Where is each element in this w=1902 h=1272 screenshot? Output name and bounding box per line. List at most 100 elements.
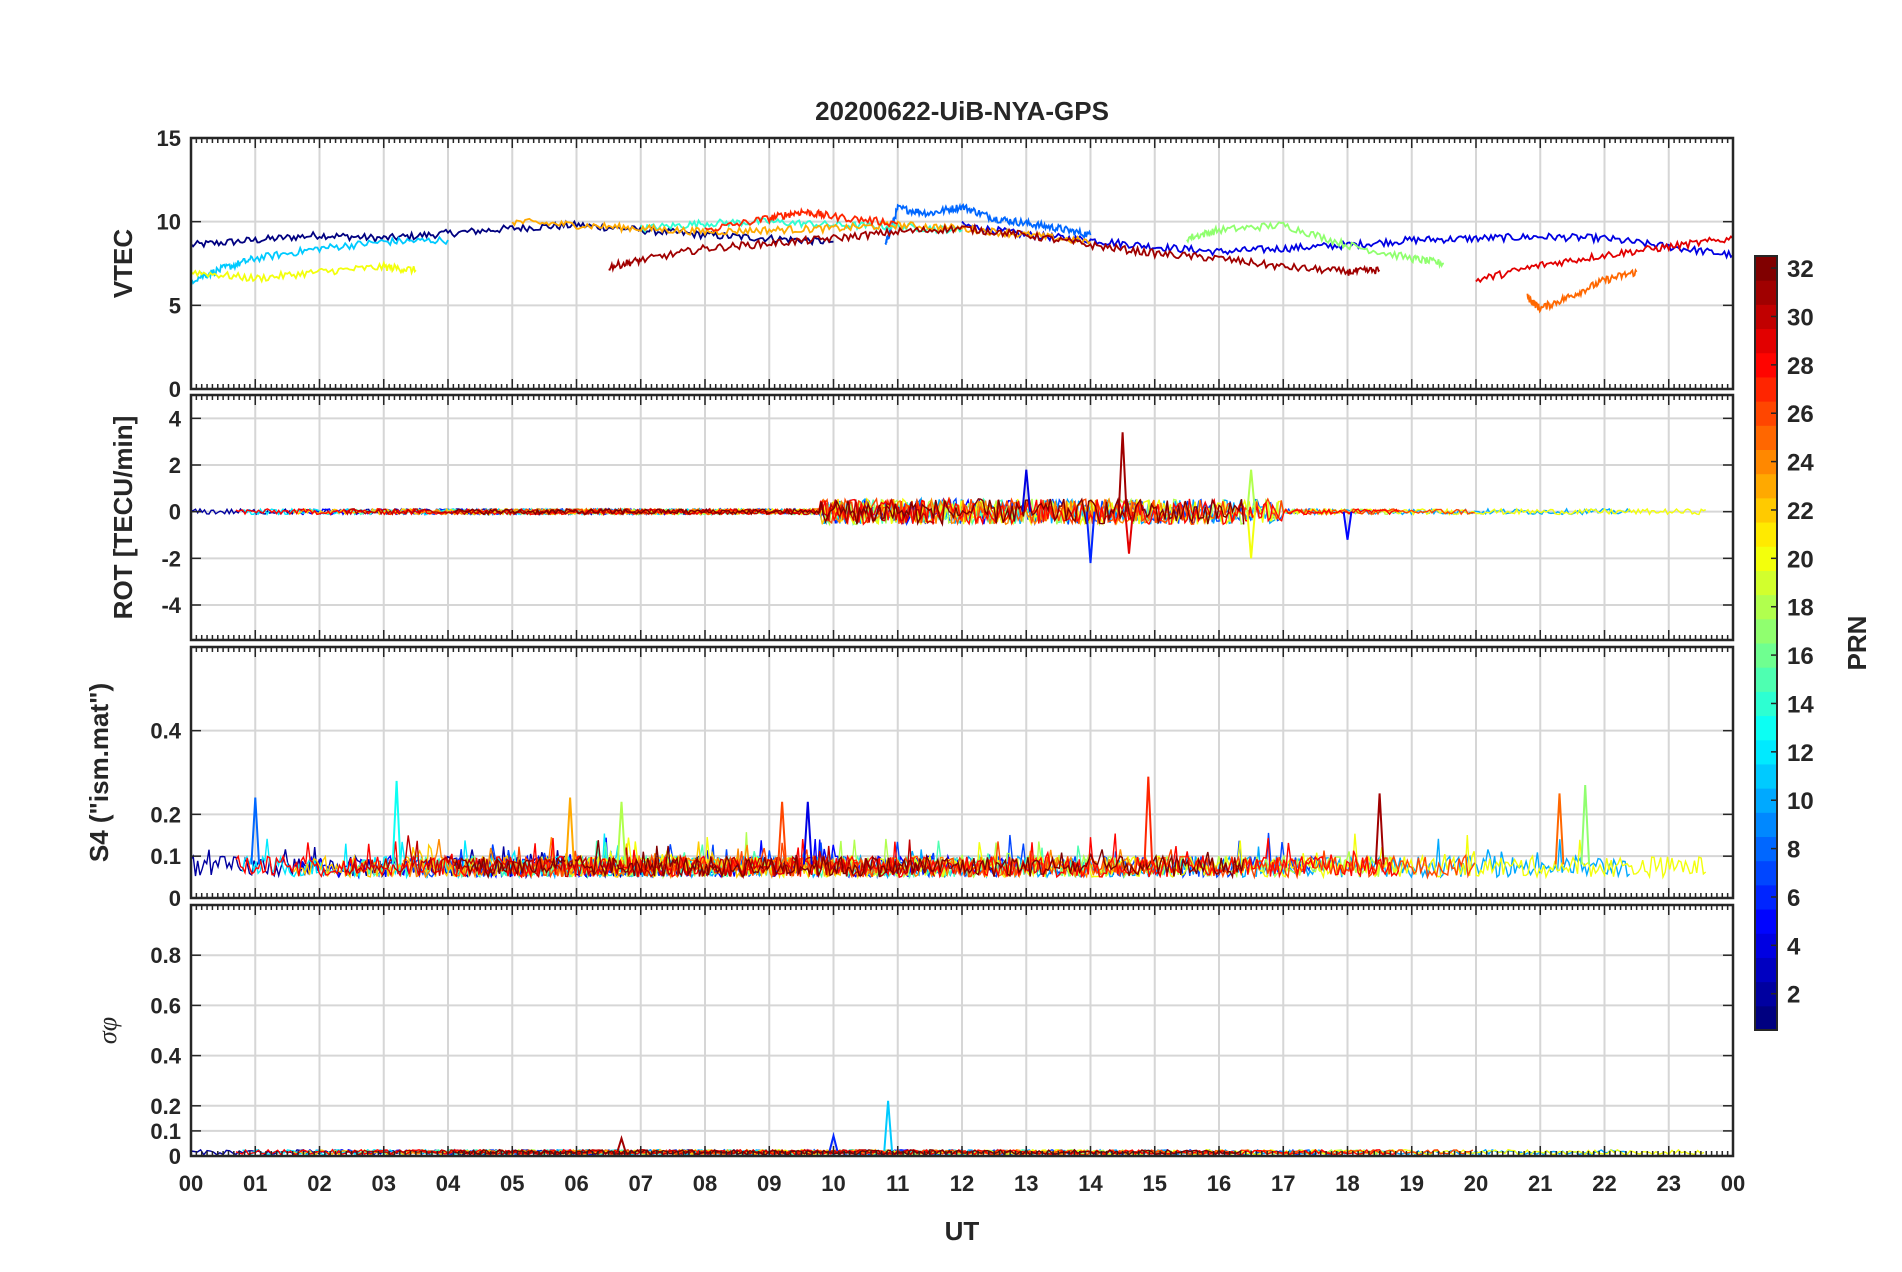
colorbar-band	[1755, 715, 1777, 741]
series-line-prn-11	[191, 235, 449, 285]
x-tick-label: 23	[1657, 1171, 1681, 1196]
peak-event-prn-4	[1021, 469, 1032, 512]
peak-event-prn-13	[391, 780, 402, 865]
y-tick-label: 0	[169, 377, 181, 402]
x-tick-label: 12	[950, 1171, 974, 1196]
colorbar-tick-label: 18	[1787, 595, 1814, 622]
colorbar-tick-label: 14	[1787, 691, 1814, 718]
colorbar-tick-label: 30	[1787, 304, 1814, 331]
y-tick-label: 5	[169, 293, 181, 318]
peak-event-prn-27	[1143, 776, 1154, 865]
series-group	[191, 432, 1706, 564]
peak-event-prn-25	[1554, 793, 1565, 865]
series-line-prn-32	[453, 497, 1245, 527]
y-tick-label: 4	[169, 406, 182, 431]
colorbar-tick-label: 16	[1787, 643, 1814, 670]
colorbar-band	[1755, 860, 1777, 886]
peak-event-prn-31	[1374, 793, 1385, 865]
x-tick-label: 16	[1207, 1171, 1231, 1196]
colorbar-band	[1755, 812, 1777, 837]
peak-event-prn-11	[883, 1100, 893, 1152]
panel-s4: 0 0.1 0.2 0.4 S4 ("ism.mat")	[84, 645, 1735, 911]
x-tick-label: 10	[821, 1171, 845, 1196]
colorbar-band	[1755, 909, 1777, 934]
x-tick-label: 14	[1078, 1171, 1103, 1196]
y-tick-label: 15	[157, 126, 181, 151]
x-tick-label: 22	[1592, 1171, 1616, 1196]
series-line-prn-17	[1186, 221, 1444, 270]
colorbar-tick-label: 24	[1787, 450, 1814, 477]
colorbar-band	[1755, 304, 1777, 330]
panel-sigphi: 00.10.2 0.4 0.6 0.8 σφ	[93, 903, 1735, 1169]
colorbar-band	[1755, 739, 1777, 765]
x-tick-label: 04	[436, 1171, 461, 1196]
colorbar-band	[1755, 401, 1777, 426]
y-axis-label: σφ	[93, 1017, 122, 1044]
y-tick-label: 10	[157, 210, 181, 235]
colorbar-band	[1755, 1005, 1777, 1031]
series-line-prn-22	[293, 498, 859, 525]
series-line-prn-31	[608, 222, 1381, 277]
y-tick-label: 0.4	[150, 719, 181, 744]
y-tick-label: 0	[169, 500, 181, 525]
y-tick-label: 0.2	[150, 1094, 181, 1119]
y-tick-label: -2	[161, 546, 181, 571]
colorbar-band	[1755, 473, 1777, 499]
colorbar-tick-label: 32	[1787, 256, 1814, 283]
colorbar-tick-label: 28	[1787, 353, 1814, 380]
colorbar-band	[1755, 376, 1777, 402]
x-tick-label: 15	[1143, 1171, 1167, 1196]
peak-event-prn-26	[777, 801, 787, 865]
colorbar-tick-label: 20	[1787, 546, 1814, 573]
colorbar-band	[1755, 352, 1777, 378]
colorbar-tick-label: 2	[1787, 982, 1800, 1009]
y-axis-label: S4 ("ism.mat")	[84, 683, 114, 862]
peak-event-prn-17	[1580, 784, 1591, 865]
x-tick-label: 11	[886, 1171, 909, 1196]
colorbar-band	[1755, 280, 1777, 305]
y-tick-label: 2	[169, 453, 181, 478]
series-line-prn-23	[511, 217, 1092, 246]
colorbar-band	[1755, 570, 1777, 596]
colorbar-band	[1755, 522, 1777, 547]
y-tick-label: 0.8	[150, 943, 181, 968]
series-line-prn-30	[344, 1148, 934, 1156]
colorbar-band	[1755, 328, 1777, 354]
x-tick-label: 17	[1271, 1171, 1295, 1196]
x-tick-label: 05	[500, 1171, 524, 1196]
colorbar-band	[1755, 256, 1777, 281]
x-tick-label: 02	[307, 1171, 331, 1196]
colorbar-band	[1755, 667, 1777, 692]
peak-event-prn-31	[1117, 432, 1128, 512]
y-tick-label: 0	[169, 1144, 181, 1169]
x-tick-label: 19	[1400, 1171, 1424, 1196]
colorbar-band	[1755, 643, 1777, 668]
y-tick-label: -4	[161, 593, 181, 618]
series-line-prn-27	[704, 207, 898, 232]
series-line-prn-4	[961, 220, 1733, 260]
colorbar-label: PRN	[1842, 616, 1872, 671]
colorbar-band	[1755, 836, 1777, 862]
colorbar-tick-label: 6	[1787, 885, 1800, 912]
colorbar-band	[1755, 933, 1777, 958]
colorbar-tick-label: 10	[1787, 788, 1814, 815]
series-line-prn-25	[1526, 267, 1638, 314]
chart-title: 20200622-UiB-NYA-GPS	[815, 96, 1109, 126]
y-axis-label: VTEC	[108, 229, 138, 299]
x-tick-label: 21	[1528, 1171, 1552, 1196]
x-tick-label: 07	[629, 1171, 653, 1196]
x-tick-label: 13	[1014, 1171, 1038, 1196]
x-tick-label: 00	[1721, 1171, 1745, 1196]
colorbar-band	[1755, 981, 1777, 1007]
series-group	[191, 202, 1733, 314]
peak-event-prn-20	[1246, 511, 1256, 559]
peak-event-prn-31	[616, 1134, 627, 1152]
series-line-prn-29	[1475, 235, 1733, 284]
x-axis-label: UT	[945, 1216, 980, 1246]
series-line-prn-26	[511, 841, 1476, 880]
x-tick-label: 08	[693, 1171, 717, 1196]
peak-event-prn-29	[1124, 511, 1134, 554]
peak-event-prn-4	[802, 801, 813, 865]
